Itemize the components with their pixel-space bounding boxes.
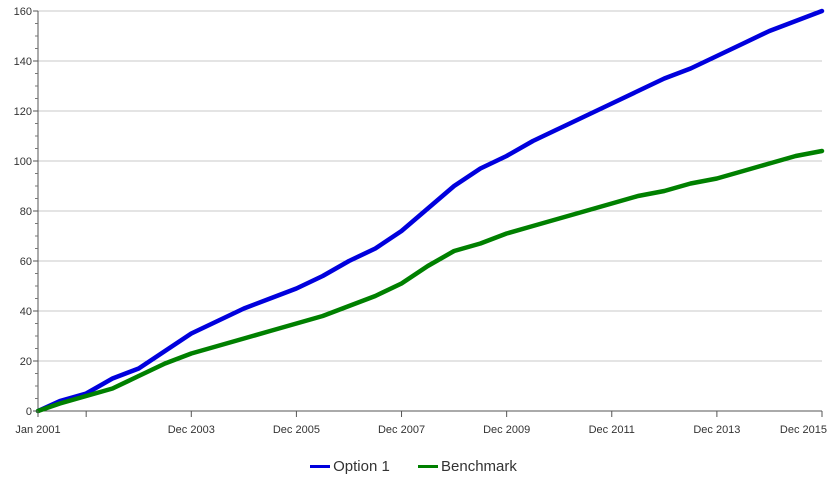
legend-item-option-1[interactable]: Option 1 [310,458,390,475]
series-line-option-1 [35,8,825,414]
legend-label-benchmark: Benchmark [441,458,517,475]
y-tick-label: 160 [14,6,32,18]
x-tick-label: Dec 2005 [273,424,320,436]
series-line-benchmark [35,148,825,414]
y-tick-label: 100 [14,156,32,168]
y-axis-ticks: 0 20 40 60 80 100 120 140 160 [14,6,38,418]
x-tick-label: Dec 2011 [589,424,635,436]
x-tick-label: Dec 2003 [168,424,215,436]
legend-label-option-1: Option 1 [333,458,390,475]
legend-swatch-benchmark [418,465,438,468]
y-tick-label: 20 [20,356,32,368]
x-tick-label: Dec 2013 [693,424,740,436]
y-tick-label: 80 [20,206,32,218]
series-lines [35,8,825,414]
y-tick-label: 140 [14,56,32,68]
gridlines [38,10,822,362]
x-tick-label: Dec 2009 [483,424,530,436]
x-tick-label: Jan 2001 [15,424,60,436]
y-tick-label: 40 [20,306,32,318]
legend: Option 1 Benchmark [0,455,827,475]
y-tick-label: 60 [20,256,32,268]
x-axis-ticks: Jan 2001 Dec 2003 Dec 2005 Dec 2007 Dec 2009… [15,411,827,436]
legend-item-benchmark[interactable]: Benchmark [418,458,517,475]
y-tick-label: 120 [14,106,32,118]
x-tick-label: Dec 2015 [780,424,827,436]
legend-swatch-option-1 [310,465,331,468]
y-tick-label: 0 [26,406,32,418]
x-tick-label: Dec 2007 [378,424,425,436]
